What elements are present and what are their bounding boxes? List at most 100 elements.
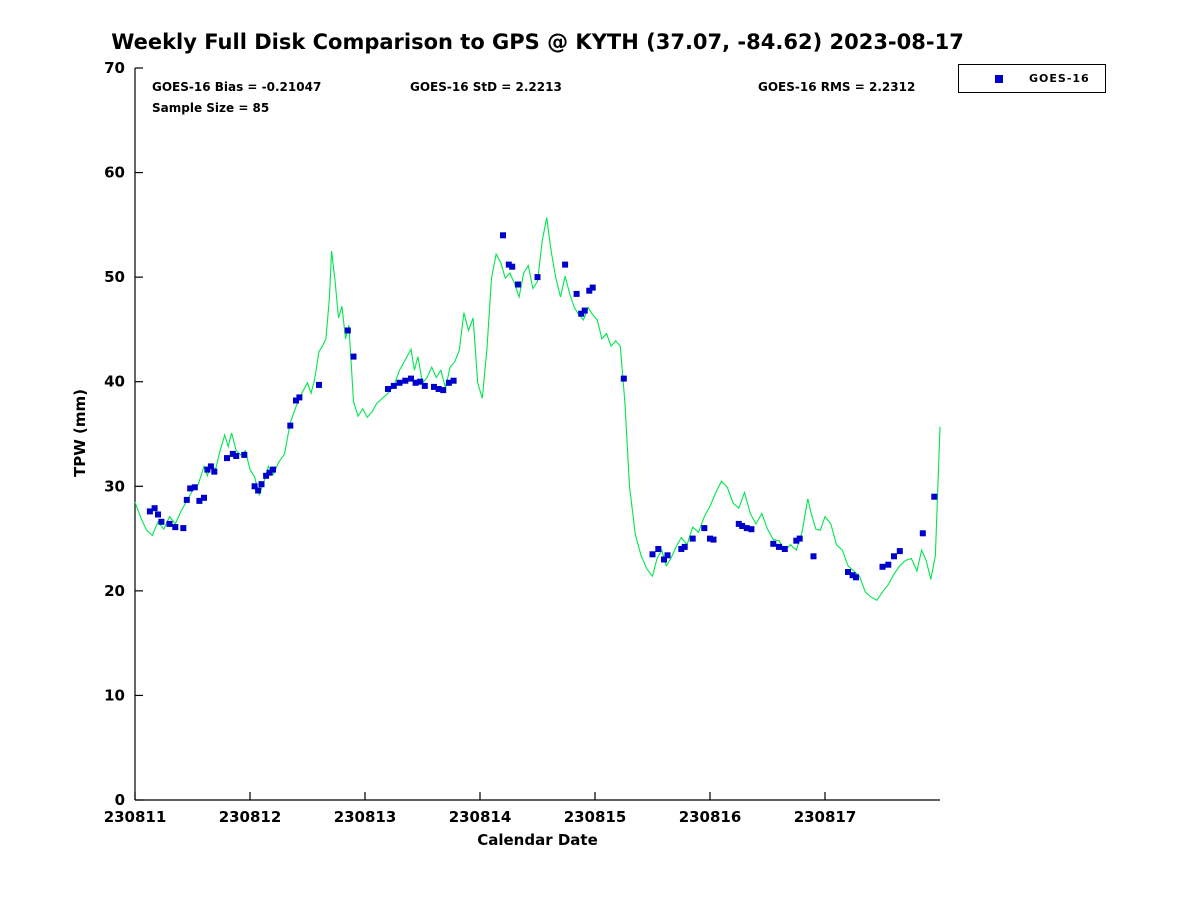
goes16-marker	[385, 386, 391, 392]
y-tick-label: 0	[115, 791, 125, 809]
legend-box: GOES-16	[958, 64, 1106, 93]
stat-rms: GOES-16 RMS = 2.2312	[758, 80, 916, 94]
goes16-marker	[664, 552, 671, 559]
x-tick-label: 230814	[449, 808, 512, 826]
goes16-marker	[505, 261, 512, 268]
goes16-marker	[776, 543, 782, 550]
goes16-marker	[896, 548, 903, 555]
y-tick-label: 50	[104, 268, 125, 286]
goes16-marker	[270, 466, 276, 473]
goes16-marker	[251, 483, 258, 490]
goes16-marker	[196, 497, 203, 504]
goes16-marker	[201, 494, 207, 501]
stat-sample-size: Sample Size = 85	[152, 101, 270, 115]
goes16-marker	[421, 382, 428, 389]
x-tick-label: 230812	[219, 808, 282, 826]
goes16-marker	[172, 524, 179, 531]
goes16-marker	[241, 451, 248, 458]
x-tick-label: 230813	[334, 808, 397, 826]
goes16-marker	[770, 540, 777, 547]
goes16-marker	[293, 397, 299, 404]
x-tick-label: 230811	[104, 808, 167, 826]
goes16-marker	[689, 535, 696, 542]
goes16-marker	[408, 375, 414, 382]
legend-label: GOES-16	[1029, 72, 1090, 85]
goes16-marker	[450, 377, 457, 384]
goes16-marker	[739, 523, 746, 529]
goes16-marker	[743, 525, 750, 532]
goes16-marker	[853, 574, 859, 581]
goes16-marker	[287, 422, 294, 429]
goes16-marker	[931, 493, 938, 500]
goes16-marker	[229, 450, 236, 457]
goes16-marker	[534, 274, 541, 281]
goes16-marker	[796, 535, 803, 542]
goes16-marker	[655, 546, 662, 552]
goes16-marker	[233, 453, 240, 459]
goes16-marker	[350, 353, 357, 360]
goes16-marker	[515, 281, 521, 288]
goes16-marker	[781, 546, 788, 552]
goes16-marker	[710, 536, 717, 543]
goes16-marker	[849, 572, 856, 579]
goes16-marker	[879, 563, 886, 570]
goes16-marker	[701, 525, 708, 532]
y-tick-label: 10	[104, 686, 125, 704]
goes16-marker	[919, 530, 926, 537]
goes16-marker	[678, 546, 685, 552]
goes16-marker	[562, 261, 569, 268]
x-tick-label: 230815	[564, 808, 627, 826]
goes16-marker	[151, 505, 158, 512]
goes16-marker	[166, 520, 173, 527]
goes16-marker	[344, 327, 351, 334]
goes16-marker	[180, 525, 187, 532]
goes16-marker	[793, 537, 800, 544]
goes16-marker	[263, 472, 270, 479]
goes16-marker	[885, 561, 892, 568]
goes16-marker	[417, 378, 424, 385]
goes16-marker	[412, 379, 419, 386]
goes16-marker	[845, 569, 851, 575]
x-tick-label: 230816	[679, 808, 742, 826]
goes16-legend-marker-icon	[995, 74, 1003, 83]
goes16-marker	[578, 310, 585, 317]
goes16-marker	[266, 469, 273, 476]
y-tick-label: 70	[104, 59, 125, 77]
gps-line	[134, 217, 941, 602]
goes16-marker	[586, 287, 593, 294]
goes16-marker	[440, 387, 447, 394]
goes16-marker	[707, 535, 713, 542]
goes16-marker	[296, 394, 303, 401]
goes16-marker	[258, 481, 265, 488]
goes16-marker	[191, 484, 198, 491]
goes16-marker	[402, 377, 409, 384]
goes16-marker	[146, 508, 153, 515]
goes16-marker	[158, 518, 165, 525]
stat-std: GOES-16 StD = 2.2213	[410, 80, 562, 94]
goes16-marker	[183, 496, 190, 503]
goes16-marker	[445, 379, 452, 386]
goes16-marker	[748, 526, 755, 533]
y-tick-label: 30	[104, 477, 125, 495]
goes16-marker	[661, 556, 667, 563]
goes16-marker	[396, 379, 403, 386]
goes16-marker	[581, 307, 588, 314]
goes16-marker	[810, 553, 817, 560]
goes16-marker	[204, 466, 211, 473]
goes16-marker	[500, 232, 506, 239]
goes16-marker	[589, 284, 596, 291]
goes16-marker	[316, 381, 322, 388]
y-tick-label: 40	[104, 373, 125, 391]
x-axis-label: Calendar Date	[477, 831, 598, 849]
goes16-marker	[649, 551, 656, 558]
goes16-marker	[390, 382, 397, 389]
goes16-marker	[891, 553, 897, 560]
y-tick-label: 60	[104, 164, 125, 182]
goes16-marker	[224, 455, 230, 462]
goes16-marker	[211, 468, 218, 475]
goes16-marker	[431, 383, 437, 390]
goes16-marker	[155, 511, 161, 518]
chart-title: Weekly Full Disk Comparison to GPS @ KYT…	[111, 30, 964, 54]
